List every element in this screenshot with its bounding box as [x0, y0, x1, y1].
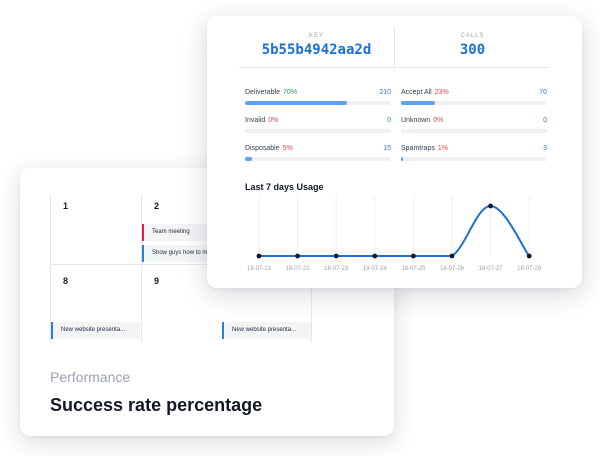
- stat-deliverable: Deliverable 70% 210: [245, 89, 391, 109]
- stat-progress-track: [245, 157, 391, 161]
- key-label: KEY: [308, 33, 324, 39]
- calls-value: 300: [459, 42, 486, 58]
- stat-name-text: Accept All: [401, 89, 432, 96]
- stat-name: Spamtraps 1%: [401, 145, 448, 152]
- stat-percent: 5%: [282, 145, 293, 152]
- stat-progress-track: [401, 129, 547, 133]
- stat-percent: 70%: [283, 89, 298, 96]
- stat-progress-fill: [245, 157, 252, 161]
- stat-name: Invalid 0%: [245, 117, 278, 124]
- stat-name-text: Spamtraps: [401, 145, 435, 152]
- stat-count: 70: [539, 89, 547, 96]
- data-point[interactable]: [411, 253, 416, 259]
- x-tick-label: 18-07-21: [247, 266, 272, 272]
- api-usage-card: KEY 5b55b4942aa2d CALLS 300 Deliverable 7…: [207, 16, 582, 288]
- stat-progress-track: [401, 101, 547, 105]
- calendar-event-label: Team meeting: [152, 229, 190, 235]
- performance-label: Performance: [50, 369, 131, 385]
- stat-name-text: Disposable: [245, 145, 280, 152]
- stat-count: 3: [543, 145, 547, 152]
- calls-box: CALLS 300: [395, 26, 550, 78]
- x-tick-label: 18-07-27: [479, 266, 504, 272]
- stat-name: Accept All 23%: [401, 89, 449, 96]
- stat-name: Unknown 0%: [401, 117, 443, 124]
- stat-name-text: Invalid: [245, 117, 266, 124]
- x-tick-label: 18-07-24: [363, 266, 388, 272]
- calendar-day[interactable]: 8: [63, 276, 69, 286]
- stat-percent: 1%: [437, 145, 448, 152]
- stat-percent: 0%: [268, 117, 279, 124]
- calendar-event-label: Show guys how to m: [152, 250, 208, 256]
- series-line: [259, 204, 531, 257]
- calendar-event-label: New website presenta...: [61, 327, 126, 333]
- key-value[interactable]: 5b55b4942aa2d: [261, 42, 372, 58]
- stat-progress-track: [401, 157, 547, 161]
- stat-name-text: Unknown: [401, 117, 431, 124]
- calendar-day[interactable]: 2: [154, 201, 160, 211]
- stat-name: Disposable 5%: [245, 145, 293, 152]
- x-tick-label: 18-07-23: [324, 266, 349, 272]
- stat-progress-track: [245, 129, 391, 133]
- x-tick-label: 18-07-26: [440, 266, 465, 272]
- top-divider-bottom: [239, 67, 550, 68]
- calendar-event[interactable]: New website presenta...: [51, 322, 140, 339]
- stat-percent: 0%: [433, 117, 444, 124]
- data-point[interactable]: [372, 253, 378, 259]
- stat-count: 0: [387, 117, 391, 124]
- x-tick-label: 18-07-25: [401, 266, 426, 272]
- calendar-divider: [50, 194, 51, 342]
- stat-count: 210: [379, 89, 391, 96]
- data-point[interactable]: [526, 253, 532, 259]
- performance-title: Success rate percentage: [50, 395, 263, 415]
- calendar-divider: [311, 282, 312, 342]
- stat-accept-all: Accept All 23% 70: [401, 89, 547, 109]
- x-tick-label: 18-07-22: [286, 266, 311, 272]
- data-point[interactable]: [256, 253, 262, 259]
- usage-title: Last 7 days Usage: [245, 182, 324, 192]
- calendar-divider: [50, 264, 312, 265]
- calendar-divider: [141, 194, 142, 342]
- calendar-day[interactable]: 9: [154, 276, 160, 286]
- calendar-day[interactable]: 1: [63, 201, 69, 211]
- key-box: KEY 5b55b4942aa2d: [239, 26, 394, 78]
- data-point[interactable]: [449, 253, 455, 259]
- stat-percent: 23%: [434, 89, 449, 96]
- stat-spamtraps: Spamtraps 1% 3: [401, 145, 547, 165]
- calendar-grid: 1 2 8 9 Team meeting Show guys how to m …: [50, 194, 312, 342]
- calendar-event-label: New website presenta...: [232, 327, 297, 333]
- stat-invalid: Invalid 0% 0: [245, 117, 391, 137]
- stat-unknown: Unknown 0% 0: [401, 117, 547, 137]
- data-point[interactable]: [488, 203, 493, 209]
- usage-line-chart: 18-07-21 18-07-22 18-07-23 18-07-24 18-07-25…: [247, 196, 542, 272]
- stat-name-text: Deliverable: [245, 89, 281, 96]
- calls-label: CALLS: [460, 33, 485, 39]
- stat-progress-track: [245, 101, 391, 105]
- stat-count: 0: [543, 117, 547, 124]
- stat-count: 15: [383, 145, 391, 152]
- stat-progress-fill: [401, 101, 435, 105]
- x-tick-label: 18-07-28: [517, 266, 542, 272]
- data-point[interactable]: [295, 253, 300, 259]
- stat-progress-fill: [245, 101, 347, 105]
- stat-progress-fill: [401, 157, 403, 161]
- stat-name: Deliverable 70%: [245, 89, 297, 96]
- data-point[interactable]: [333, 253, 339, 259]
- top-divider: [394, 26, 395, 66]
- stat-disposable: Disposable 5% 15: [245, 145, 391, 165]
- calendar-event[interactable]: New website presenta...: [222, 322, 311, 339]
